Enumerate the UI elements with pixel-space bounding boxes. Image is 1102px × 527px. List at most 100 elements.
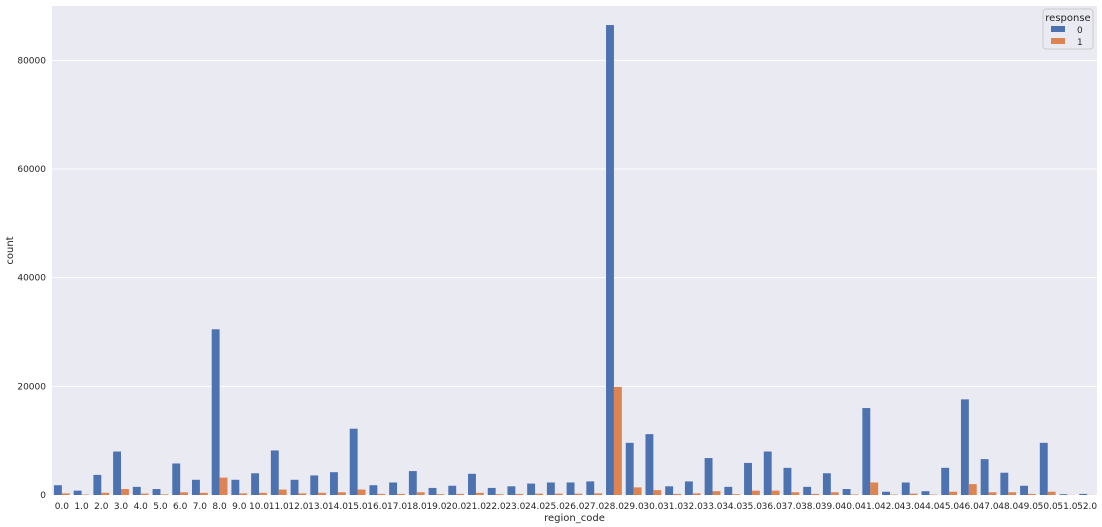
bar-36.0-response-1	[771, 490, 780, 495]
bar-31.0-response-0	[665, 486, 674, 495]
x-tick-label: 28.0	[604, 502, 624, 512]
x-tick-label: 0.0	[55, 502, 70, 512]
bar-40.0-response-0	[842, 489, 851, 495]
x-tick-label: 42.0	[880, 502, 900, 512]
bar-3.0-response-0	[113, 451, 122, 495]
x-tick-label: 41.0	[860, 502, 880, 512]
bar-14.0-response-1	[337, 492, 346, 495]
x-tick-label: 26.0	[564, 502, 584, 512]
bar-20.0-response-0	[448, 485, 457, 495]
y-tick-label: 20000	[17, 382, 46, 392]
bar-49.0-response-1	[1027, 493, 1036, 495]
x-tick-label: 19.0	[426, 502, 446, 512]
bar-7.0-response-1	[199, 492, 208, 495]
x-tick-label: 8.0	[212, 502, 227, 512]
bar-11.0-response-0	[270, 450, 279, 495]
bar-35.0-response-1	[751, 490, 760, 495]
x-tick-label: 20.0	[446, 502, 466, 512]
bar-19.0-response-0	[428, 487, 437, 495]
x-tick-label: 13.0	[308, 502, 328, 512]
legend-label-0: 0	[1077, 26, 1083, 36]
x-tick-label: 43.0	[900, 502, 920, 512]
bar-39.0-response-1	[830, 492, 839, 495]
bar-17.0-response-1	[397, 493, 405, 495]
bar-33.0-response-0	[704, 458, 713, 495]
x-tick-label: 5.0	[153, 502, 168, 512]
bar-41.0-response-0	[862, 408, 871, 495]
x-tick-label: 10.0	[249, 502, 269, 512]
x-tick-label: 6.0	[173, 502, 188, 512]
bar-8.0-response-0	[211, 329, 220, 495]
bar-26.0-response-0	[566, 482, 575, 495]
bar-49.0-response-0	[1020, 485, 1028, 495]
x-tick-label: 15.0	[348, 502, 368, 512]
bar-19.0-response-1	[436, 494, 445, 495]
bar-27.0-response-1	[594, 493, 603, 495]
x-tick-label: 35.0	[742, 502, 762, 512]
y-axis-label: count	[5, 236, 16, 264]
bars	[53, 25, 1096, 496]
x-tick-label: 49.0	[1018, 502, 1038, 512]
bar-15.0-response-0	[349, 428, 358, 495]
bar-41.0-response-1	[870, 482, 879, 495]
bar-33.0-response-1	[712, 491, 721, 495]
bar-24.0-response-0	[527, 483, 536, 495]
x-tick-label: 9.0	[232, 502, 247, 512]
bar-18.0-response-0	[408, 471, 417, 495]
x-tick-label: 30.0	[643, 502, 663, 512]
x-tick-label: 23.0	[505, 502, 525, 512]
x-tick-label: 33.0	[702, 502, 722, 512]
bar-18.0-response-1	[416, 492, 425, 495]
bar-13.0-response-1	[318, 492, 327, 495]
bar-34.0-response-1	[732, 494, 741, 495]
legend-swatch-0	[1051, 26, 1065, 32]
x-tick-label: 4.0	[134, 502, 149, 512]
bar-4.0-response-1	[140, 493, 149, 495]
bar-43.0-response-0	[901, 482, 910, 495]
bar-45.0-response-1	[949, 491, 958, 495]
bar-7.0-response-0	[191, 479, 200, 495]
bar-10.0-response-1	[259, 492, 267, 495]
bar-50.0-response-1	[1047, 491, 1056, 495]
bar-23.0-response-1	[515, 493, 524, 495]
x-tick-label: 14.0	[328, 502, 348, 512]
x-tick-label: 24.0	[525, 502, 545, 512]
bar-0.0-response-1	[61, 493, 70, 495]
legend-swatch-1	[1051, 38, 1065, 44]
x-tick-label: 50.0	[1038, 502, 1058, 512]
bar-52.0-response-0	[1079, 493, 1088, 495]
bar-30.0-response-1	[653, 490, 662, 495]
y-tick-label: 40000	[17, 274, 46, 284]
bar-30.0-response-0	[645, 434, 654, 495]
x-ticks: 0.0 1.0 2.0 3.0 4.0 5.0 6.0 7.0 8.0 9.0 10.0 11.0 12…	[55, 502, 1098, 512]
bar-28.0-response-1	[613, 386, 622, 495]
y-tick-label: 60000	[17, 165, 46, 175]
x-tick-label: 52.0	[1077, 502, 1097, 512]
bar-38.0-response-0	[803, 486, 812, 495]
bar-32.0-response-1	[692, 493, 701, 495]
bar-29.0-response-1	[633, 487, 642, 495]
bar-23.0-response-0	[507, 486, 516, 495]
x-tick-label: 48.0	[998, 502, 1018, 512]
legend: response 0 1	[1042, 8, 1094, 50]
y-tick-label: 0	[40, 491, 46, 501]
bar-26.0-response-1	[574, 493, 583, 495]
x-tick-label: 16.0	[367, 502, 387, 512]
x-tick-label: 22.0	[486, 502, 506, 512]
bar-6.0-response-0	[172, 463, 181, 495]
y-ticks: 0 20000 40000 60000 80000	[17, 56, 46, 501]
bar-10.0-response-0	[251, 473, 260, 495]
bar-16.0-response-1	[377, 493, 386, 495]
x-tick-label: 12.0	[288, 502, 308, 512]
bar-25.0-response-1	[554, 493, 563, 495]
x-tick-label: 51.0	[1057, 502, 1077, 512]
bar-5.0-response-1	[160, 494, 169, 495]
bar-21.0-response-0	[468, 473, 476, 495]
x-tick-label: 1.0	[74, 502, 89, 512]
x-tick-label: 7.0	[193, 502, 208, 512]
y-tick-label: 80000	[17, 56, 46, 66]
bar-25.0-response-0	[546, 482, 555, 495]
bar-8.0-response-1	[219, 477, 228, 495]
x-tick-label: 29.0	[624, 502, 644, 512]
